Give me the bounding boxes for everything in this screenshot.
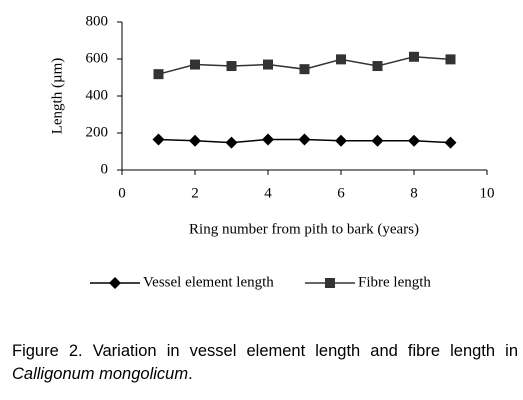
caption: Figure 2. Variation in vessel element le…	[12, 340, 518, 386]
x-tick-label: 10	[480, 185, 495, 201]
marker	[372, 61, 383, 72]
y-tick-label: 200	[86, 124, 109, 140]
legend-label: Vessel element length	[143, 274, 274, 290]
marker	[409, 51, 419, 62]
marker	[190, 59, 200, 70]
y-tick-label: 400	[86, 87, 109, 103]
marker	[226, 61, 237, 72]
marker	[225, 136, 238, 149]
marker	[335, 134, 347, 147]
marker	[263, 59, 273, 70]
marker	[444, 136, 457, 149]
marker	[371, 134, 384, 147]
chart: Length (µm) Ring number from pith to bar…	[49, 13, 495, 290]
x-tick-label: 6	[337, 185, 345, 201]
marker	[189, 134, 201, 147]
y-tick-label: 800	[86, 13, 109, 29]
marker	[299, 64, 310, 75]
x-tick-label: 0	[118, 185, 126, 201]
marker	[445, 54, 456, 65]
caption-end: .	[188, 365, 193, 383]
y-axis-label: Length (µm)	[49, 58, 65, 135]
x-tick-label: 4	[264, 185, 272, 201]
marker	[152, 133, 165, 146]
y-tick-label: 0	[101, 161, 109, 177]
marker	[408, 134, 420, 147]
marker	[262, 133, 274, 146]
marker	[298, 133, 311, 146]
legend-label: Fibre length	[358, 274, 431, 290]
caption-text: Figure 2. Variation in vessel element le…	[12, 342, 518, 360]
caption-species: Calligonum mongolicum	[12, 365, 189, 383]
marker	[153, 69, 164, 80]
x-tick-label: 8	[410, 185, 418, 201]
x-axis-label: Ring number from pith to bark (years)	[189, 221, 419, 237]
marker	[336, 54, 346, 65]
legend-marker	[109, 277, 121, 289]
legend-marker	[325, 278, 335, 288]
y-tick-label: 600	[86, 50, 109, 66]
x-tick-label: 2	[191, 185, 199, 201]
